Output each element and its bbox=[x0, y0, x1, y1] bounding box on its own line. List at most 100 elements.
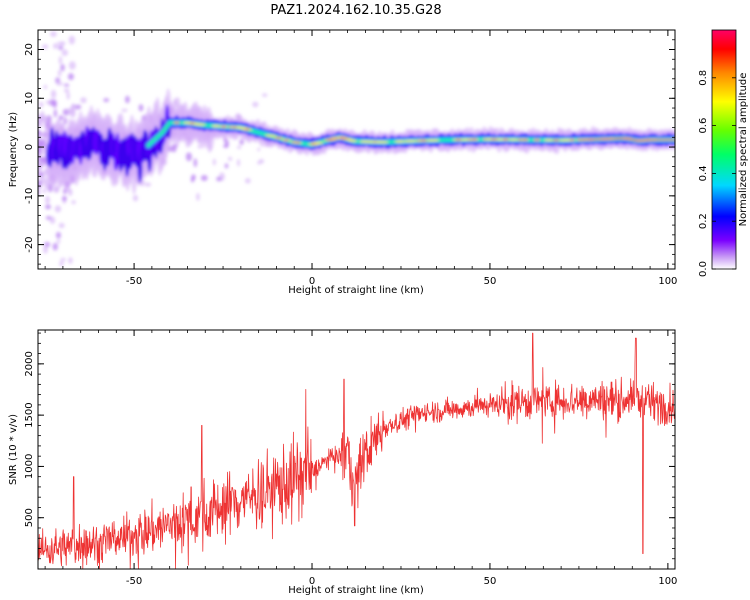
spectral-blob bbox=[38, 130, 41, 135]
spectral-blob bbox=[257, 147, 261, 152]
spectral-high bbox=[264, 134, 277, 137]
spectral-high bbox=[543, 138, 554, 142]
y-tick-label: 1500 bbox=[24, 402, 35, 427]
spectral-blob bbox=[58, 45, 64, 51]
spectral-high bbox=[211, 124, 221, 128]
spectral-blob bbox=[200, 175, 208, 181]
spectral-blob bbox=[223, 144, 228, 149]
x-tick-label: -50 bbox=[126, 576, 142, 587]
spectral-blob bbox=[63, 83, 70, 87]
spectral-max bbox=[275, 137, 282, 139]
spectral-max bbox=[569, 139, 575, 141]
x-tick-label: -50 bbox=[126, 276, 142, 287]
spectrogram-x-label: Height of straight line (km) bbox=[288, 285, 424, 296]
colorbar-label: Normalized spectral amplitude bbox=[738, 73, 749, 227]
x-tick-label: 50 bbox=[484, 276, 497, 287]
spectral-blob bbox=[236, 159, 241, 167]
spectral-blob bbox=[58, 222, 65, 229]
snr-y-label: SNR (10 * v/v) bbox=[8, 414, 19, 485]
spectral-blob bbox=[38, 166, 42, 175]
colorbar-tick-label: 0.4 bbox=[698, 165, 709, 181]
spectral-blob bbox=[52, 242, 58, 251]
spectral-blob bbox=[61, 41, 66, 46]
spectral-blob bbox=[58, 56, 63, 65]
y-tick-label: -20 bbox=[24, 236, 35, 252]
colorbar-tick-label: 0.0 bbox=[698, 261, 709, 277]
spectral-high bbox=[380, 141, 389, 144]
x-tick-label: 100 bbox=[658, 576, 677, 587]
spectral-blob bbox=[43, 84, 48, 90]
spectral-blob bbox=[224, 163, 229, 169]
spectral-blob bbox=[41, 44, 49, 49]
spectral-blob bbox=[39, 101, 44, 108]
spectral-max bbox=[173, 121, 181, 124]
spectral-blob bbox=[67, 73, 74, 81]
spectral-max bbox=[295, 142, 301, 144]
spectral-high bbox=[195, 123, 206, 126]
spectral-blob bbox=[39, 156, 47, 163]
spectral-blob bbox=[67, 107, 75, 115]
y-tick-label: 10 bbox=[24, 92, 35, 105]
spectral-blob bbox=[38, 117, 43, 125]
colorbar-gradient bbox=[712, 30, 736, 269]
spectral-blob bbox=[46, 100, 50, 105]
snr-frame bbox=[37, 329, 676, 570]
spectral-blob bbox=[55, 231, 61, 239]
spectral-blob bbox=[237, 145, 242, 150]
spectral-blob bbox=[50, 89, 57, 99]
spectral-blob bbox=[60, 258, 66, 262]
snr-x-label: Height of straight line (km) bbox=[288, 585, 424, 596]
spectral-max bbox=[419, 139, 427, 142]
spectral-blob bbox=[38, 179, 42, 189]
y-tick-label: 0 bbox=[24, 144, 35, 150]
spectral-blob bbox=[61, 49, 69, 56]
spectral-blob bbox=[196, 192, 200, 201]
spectral-blob bbox=[43, 245, 48, 254]
spectral-blob bbox=[47, 183, 53, 193]
spectral-blob bbox=[144, 182, 152, 187]
colorbar-frame bbox=[711, 29, 737, 270]
spectral-blob bbox=[124, 95, 130, 104]
spectral-blob bbox=[71, 200, 76, 205]
spectral-blob bbox=[56, 239, 61, 244]
spectral-blob bbox=[53, 109, 58, 118]
spectral-blob bbox=[50, 31, 57, 37]
y-tick-label: -10 bbox=[24, 188, 35, 204]
spectral-blob bbox=[228, 156, 233, 161]
spectral-blob bbox=[68, 188, 73, 196]
spectral-blob bbox=[193, 158, 198, 168]
spectrogram-y-label: Frequency (Hz) bbox=[8, 112, 19, 188]
spectral-blob bbox=[216, 176, 222, 182]
spectral-blob bbox=[45, 216, 52, 220]
spectral-blob bbox=[64, 88, 70, 93]
spectral-blob bbox=[38, 123, 43, 128]
spectral-max bbox=[284, 139, 289, 141]
y-tick-label: 500 bbox=[24, 508, 35, 527]
spectral-blob bbox=[57, 69, 62, 77]
spectral-max bbox=[470, 138, 478, 141]
spectral-blob bbox=[212, 158, 216, 166]
spectral-blob bbox=[56, 81, 64, 86]
figure-title: PAZ1.2024.162.10.35.G28 bbox=[270, 3, 441, 18]
spectral-blob bbox=[121, 108, 128, 112]
spectral-blob bbox=[61, 196, 67, 201]
spectral-blob bbox=[45, 195, 50, 205]
spectral-high bbox=[509, 138, 518, 141]
spectral-blob bbox=[68, 35, 76, 45]
spectral-max bbox=[522, 139, 528, 141]
spectral-blob bbox=[38, 139, 46, 148]
spectral-blob bbox=[59, 261, 64, 267]
spectral-blob bbox=[138, 104, 144, 112]
spectral-blob bbox=[197, 144, 201, 149]
spectrogram-panel: -50 0 50 100 -20 -10 0 10 20 Height of straight … bbox=[8, 29, 677, 296]
spectral-blob bbox=[185, 152, 192, 162]
spectrogram-marks bbox=[38, 31, 675, 267]
spectral-blob bbox=[252, 101, 259, 108]
spectral-blob bbox=[257, 161, 262, 165]
spectral-blob bbox=[38, 147, 41, 154]
spectral-max bbox=[454, 139, 463, 141]
x-tick-label: 0 bbox=[309, 576, 315, 587]
colorbar-tick-label: 0.8 bbox=[698, 70, 709, 86]
spectral-blob bbox=[68, 257, 73, 264]
